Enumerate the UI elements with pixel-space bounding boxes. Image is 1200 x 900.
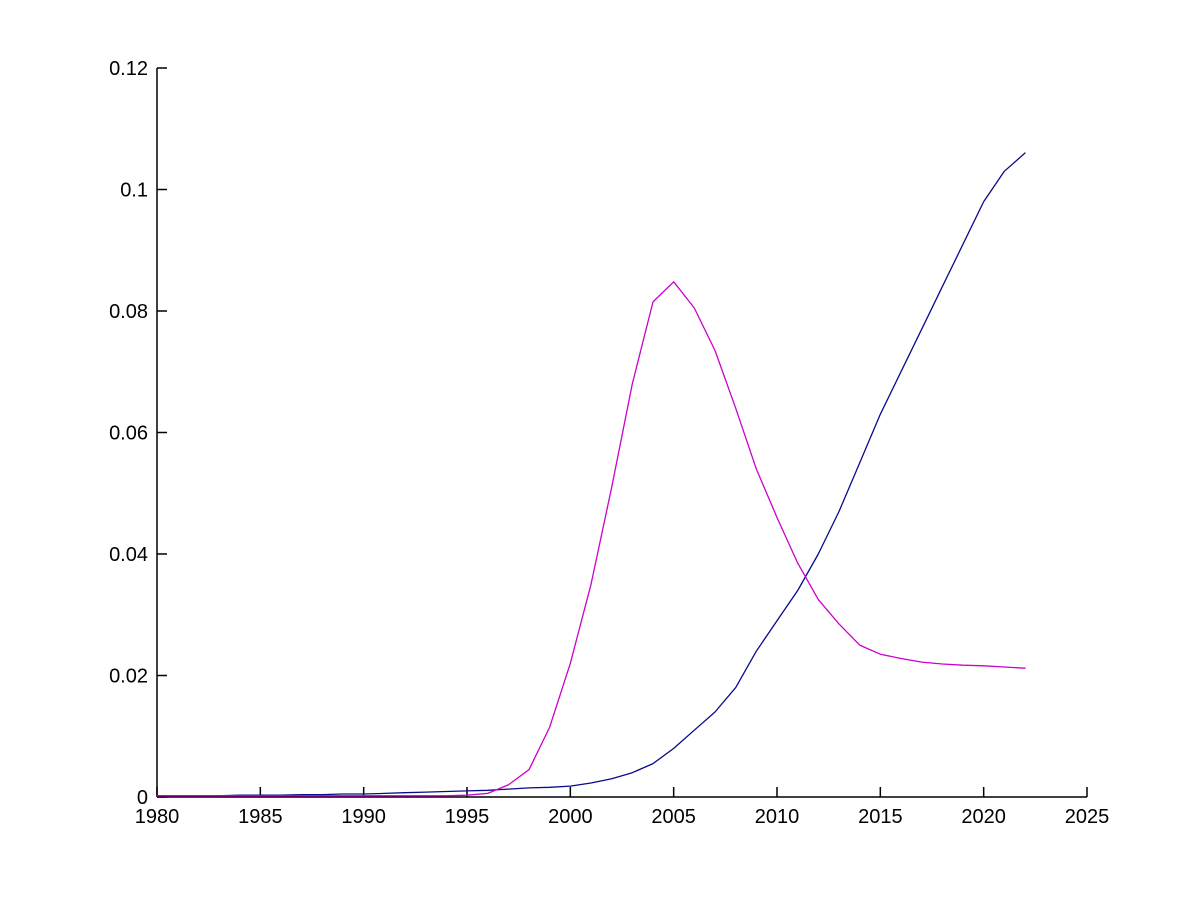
x-tick-label: 2015 xyxy=(858,806,903,828)
magenta-line xyxy=(156,281,1026,797)
x-tick-label: 2020 xyxy=(961,806,1006,828)
y-tick-label: 0.1 xyxy=(120,180,148,202)
x-tick-label: 1980 xyxy=(135,806,180,828)
y-tick-label: 0.06 xyxy=(109,423,148,445)
y-tick-label: 0 xyxy=(137,787,148,809)
x-tick-label: 2000 xyxy=(548,806,593,828)
x-tick-label: 1985 xyxy=(238,806,283,828)
x-tick-label: 1995 xyxy=(445,806,490,828)
blue-line xyxy=(156,152,1026,797)
x-tick-label: 2010 xyxy=(755,806,800,828)
y-tick-label: 0.02 xyxy=(109,666,148,688)
y-tick-label: 0.08 xyxy=(109,301,148,323)
x-tick-label: 2025 xyxy=(1065,806,1110,828)
y-tick-label: 0.12 xyxy=(109,58,148,80)
x-tick-label: 1990 xyxy=(341,806,386,828)
x-tick-label: 2005 xyxy=(651,806,696,828)
y-tick-label: 0.04 xyxy=(109,544,148,566)
